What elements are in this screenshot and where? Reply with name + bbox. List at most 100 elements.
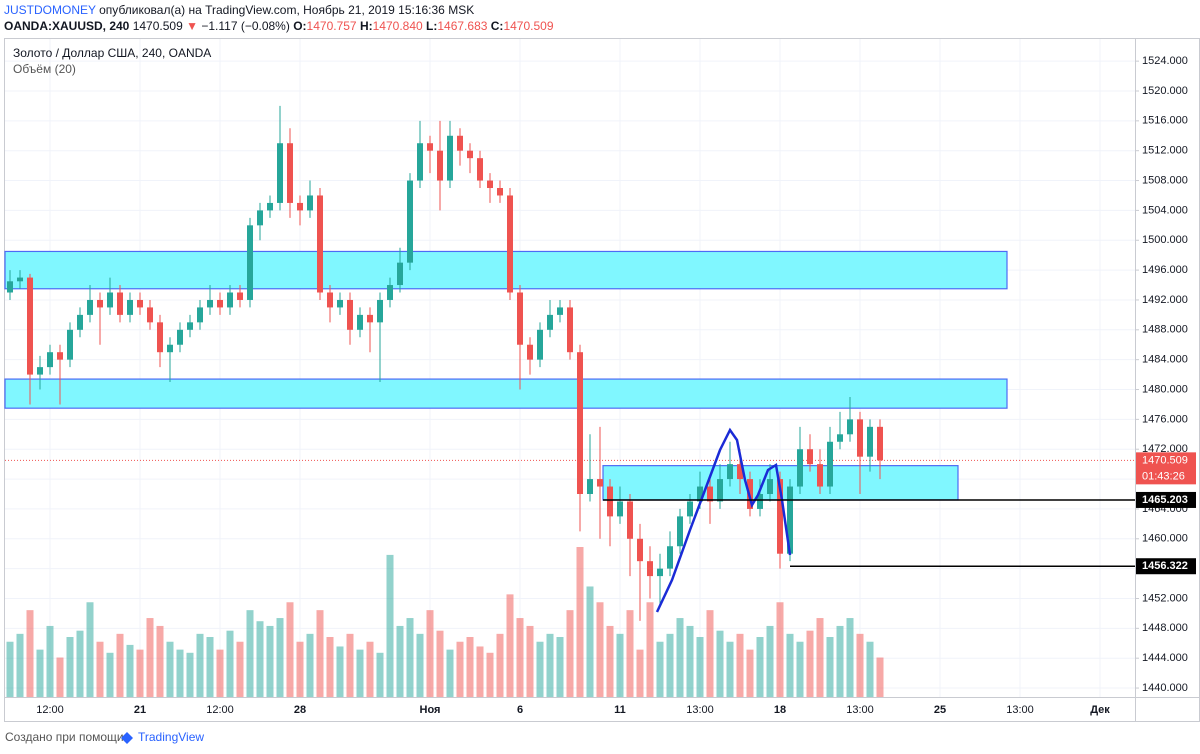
volume-bar xyxy=(546,633,554,697)
y-tick-label: 1508.000 xyxy=(1142,174,1188,186)
candle-body xyxy=(147,307,153,323)
volume-bar xyxy=(756,637,764,697)
candle-body xyxy=(617,501,623,517)
countdown: 01:43:26 xyxy=(1142,470,1185,482)
y-tick-label: 1484.000 xyxy=(1142,354,1188,366)
volume-bar xyxy=(786,633,794,697)
y-tick-label: 1476.000 xyxy=(1142,413,1188,425)
volume-bar xyxy=(26,610,34,697)
volume-bar xyxy=(736,633,744,697)
candle-body xyxy=(597,479,603,487)
volume-bar xyxy=(496,633,504,697)
volume-bar xyxy=(136,649,144,697)
volume-bar xyxy=(606,625,614,697)
header-line: JUSTDOMONEY опубликовал(а) на TradingVie… xyxy=(4,3,474,17)
y-tick-label: 1500.000 xyxy=(1142,234,1188,246)
volume-bar xyxy=(666,633,674,697)
volume-bar xyxy=(776,602,784,697)
candle-body xyxy=(177,329,183,345)
volume-bar xyxy=(66,637,74,697)
brand-icon xyxy=(121,732,133,744)
candle-body xyxy=(687,501,693,517)
y-tick-label: 1492.000 xyxy=(1142,294,1188,306)
candle-body xyxy=(587,479,593,495)
x-tick-label: Дек xyxy=(1090,704,1110,716)
price-label: 1470.509 xyxy=(1142,454,1188,466)
candle-body xyxy=(297,202,303,211)
candle-body xyxy=(477,158,483,181)
y-tick-label: 1488.000 xyxy=(1142,324,1188,336)
o: 1470.757 xyxy=(306,19,357,33)
candle-body xyxy=(107,292,113,308)
volume-bar xyxy=(366,641,374,697)
volume-bar xyxy=(436,630,444,697)
candle-body xyxy=(877,426,883,461)
candle-body xyxy=(627,501,633,539)
candle-body xyxy=(567,307,573,353)
volume-bar xyxy=(296,641,304,697)
volume-bar xyxy=(506,594,514,697)
volume-bar xyxy=(56,657,64,697)
candle-body xyxy=(497,188,503,196)
candle-body xyxy=(317,195,323,293)
footer-text: Создано при помощи xyxy=(5,730,124,744)
volume-bar xyxy=(706,610,714,697)
volume-bar xyxy=(196,633,204,697)
candle-body xyxy=(357,314,363,330)
candle-body xyxy=(777,479,783,554)
volume-bar xyxy=(226,630,234,697)
candle-body xyxy=(407,180,413,263)
candle-body xyxy=(787,486,793,554)
candle-body xyxy=(807,449,813,465)
volume-bar xyxy=(486,652,494,697)
change: −1.117 (−0.08%) xyxy=(201,19,290,33)
volume-bar xyxy=(256,621,264,697)
y-tick-label: 1520.000 xyxy=(1142,85,1188,97)
y-tick-label: 1460.000 xyxy=(1142,533,1188,545)
candle-body xyxy=(247,225,253,300)
l: 1467.683 xyxy=(437,19,488,33)
volume-bar xyxy=(216,649,224,697)
x-tick-label: 18 xyxy=(774,704,786,716)
candle-body xyxy=(397,262,403,286)
candle-body xyxy=(507,195,513,293)
candle-body xyxy=(347,299,353,330)
volume-bar xyxy=(336,646,344,697)
volume-bar xyxy=(406,618,414,697)
last: 1470.509 xyxy=(132,19,183,33)
candle-body xyxy=(327,292,333,308)
volume-bar xyxy=(376,652,384,697)
volume-bar xyxy=(566,610,574,697)
candle-body xyxy=(167,344,173,353)
y-tick-label: 1452.000 xyxy=(1142,592,1188,604)
footer-brand[interactable]: TradingView xyxy=(138,730,204,744)
candle-body xyxy=(207,299,213,308)
y-tick-label: 1440.000 xyxy=(1142,682,1188,694)
volume-bar xyxy=(876,657,884,697)
volume-bar xyxy=(416,633,424,697)
candle-body xyxy=(517,292,523,345)
candle-body xyxy=(27,277,33,375)
candle-body xyxy=(697,486,703,502)
volume-bar xyxy=(466,637,474,697)
x-tick-label: 12:00 xyxy=(36,704,64,716)
volume-bar xyxy=(36,649,44,697)
volume-bar xyxy=(576,547,584,697)
x-tick-label: Ноя xyxy=(420,704,441,716)
candle-body xyxy=(217,299,223,308)
volume-bar xyxy=(126,644,134,697)
author[interactable]: JUSTDOMONEY xyxy=(4,3,96,17)
volume-bar xyxy=(386,554,394,697)
candle-body xyxy=(657,568,663,577)
volume-bar xyxy=(246,610,254,697)
candle-body xyxy=(387,285,393,300)
volume-bar xyxy=(796,641,804,697)
candle-body xyxy=(287,143,293,203)
candle-body xyxy=(717,479,723,502)
volume-bar xyxy=(456,641,464,697)
h-label: H: xyxy=(359,19,373,33)
candle-body xyxy=(547,314,553,330)
candle-body xyxy=(527,344,533,360)
volume-bar xyxy=(526,625,534,697)
